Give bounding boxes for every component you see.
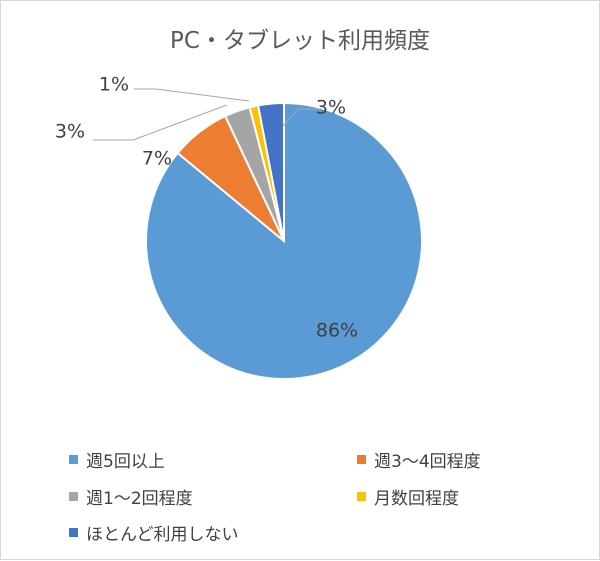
leader-line-3 bbox=[93, 104, 228, 141]
data-label-3: 3% bbox=[55, 121, 85, 143]
chart-title: PC・タブレット利用頻度 bbox=[170, 28, 430, 54]
data-label-4: 1% bbox=[99, 74, 129, 96]
data-label-2: 7% bbox=[142, 148, 172, 170]
leader-line-4 bbox=[134, 88, 250, 102]
data-label-1: 86% bbox=[316, 320, 358, 342]
pie-slice-5 bbox=[256, 101, 285, 242]
leader-line-5 bbox=[282, 108, 322, 127]
data-label-5: 3% bbox=[316, 97, 346, 119]
